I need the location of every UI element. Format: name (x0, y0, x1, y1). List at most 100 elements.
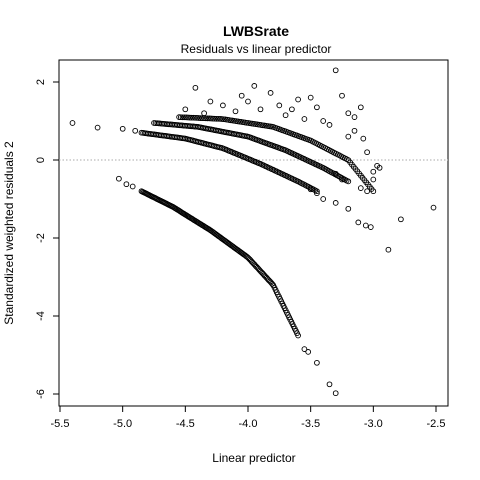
data-point (267, 90, 274, 96)
y-axis-label: Standardized weighted residuals 2 (2, 141, 16, 325)
data-point (182, 106, 189, 113)
data-point (123, 181, 130, 188)
data-point (119, 125, 126, 132)
data-point (351, 127, 358, 134)
data-point (94, 124, 101, 131)
data-point (345, 178, 352, 185)
data-point (132, 127, 139, 134)
data-point (367, 224, 374, 230)
x-tick-label: -3.0 (364, 418, 383, 430)
y-tick-label: -4 (35, 311, 47, 321)
data-point (192, 114, 198, 121)
data-point (202, 115, 209, 122)
data-point (232, 108, 239, 115)
data-point (351, 114, 358, 120)
data-point (345, 205, 352, 212)
data-point (192, 84, 199, 91)
x-tick-label: -4.0 (239, 418, 258, 430)
data-point (183, 114, 190, 121)
data-point (307, 186, 314, 193)
data-point (206, 115, 213, 122)
data-point (186, 114, 193, 121)
data-point (176, 114, 182, 120)
x-tick-label: -2.5 (427, 418, 446, 430)
data-point (69, 120, 76, 126)
data-point (220, 102, 226, 109)
chart-subtitle: Residuals vs linear predictor (181, 42, 332, 56)
data-point (345, 110, 352, 117)
data-point (370, 168, 377, 175)
data-point (179, 114, 186, 121)
data-point (332, 200, 339, 206)
chart-title: LWBSrate (223, 23, 289, 39)
x-axis-label: Linear predictor (212, 451, 295, 465)
data-point (177, 114, 184, 121)
data-point (282, 112, 289, 119)
data-point (339, 92, 345, 99)
y-tick-label: -6 (35, 389, 47, 399)
data-point (210, 115, 216, 122)
data-point (215, 115, 222, 122)
data-point (211, 115, 218, 122)
data-point (320, 118, 327, 124)
data-point (364, 188, 370, 195)
data-point (320, 196, 327, 202)
y-tick-label: 0 (35, 157, 47, 163)
data-point (376, 164, 383, 171)
data-point (314, 190, 320, 197)
data-point (355, 219, 362, 226)
data-point (314, 104, 320, 111)
data-point (201, 110, 207, 117)
data-point (295, 332, 301, 339)
x-axis-ticks: -5.5 -5.0 -4.5 -4.0 -3.5 -3.0 -2.5 (51, 406, 446, 430)
data-point (289, 106, 295, 113)
y-axis-ticks: -6 -4 -2 0 2 (35, 79, 59, 399)
data-point (332, 67, 339, 74)
data-point (332, 390, 339, 397)
data-point (314, 188, 320, 195)
y-tick-label: 2 (35, 79, 47, 85)
data-point (357, 104, 364, 111)
data-point (314, 359, 320, 366)
data-point (213, 115, 220, 122)
data-point (238, 92, 245, 99)
data-point (364, 149, 370, 156)
data-point (301, 346, 308, 352)
data-point (362, 222, 369, 229)
y-tick-label: -2 (35, 233, 47, 243)
data-point (190, 114, 197, 121)
data-point (197, 115, 204, 121)
data-point (305, 349, 312, 355)
data-point (360, 135, 367, 142)
data-point (295, 96, 301, 103)
data-point (185, 114, 191, 121)
data-point (194, 115, 200, 121)
plot-frame (58, 59, 449, 407)
data-point (326, 122, 333, 128)
data-point (245, 98, 251, 105)
data-point (357, 185, 364, 191)
data-point (207, 98, 214, 105)
data-point (204, 115, 211, 122)
data-point (326, 381, 333, 388)
data-point (217, 116, 223, 122)
data-point (370, 188, 377, 195)
data-point (199, 115, 206, 121)
data-point (339, 176, 345, 183)
x-tick-label: -3.5 (301, 418, 320, 430)
data-point (129, 183, 136, 190)
data-point (398, 216, 404, 223)
data-point (301, 116, 308, 122)
data-point (385, 246, 392, 253)
x-tick-label: -5.5 (51, 418, 70, 430)
data-point (430, 204, 437, 211)
data-point (370, 176, 377, 183)
data-point (188, 114, 195, 121)
data-point (195, 115, 202, 121)
data-point (332, 170, 339, 177)
data-point (251, 83, 258, 89)
data-point (345, 133, 352, 140)
data-points (69, 67, 437, 397)
data-point (116, 175, 122, 182)
